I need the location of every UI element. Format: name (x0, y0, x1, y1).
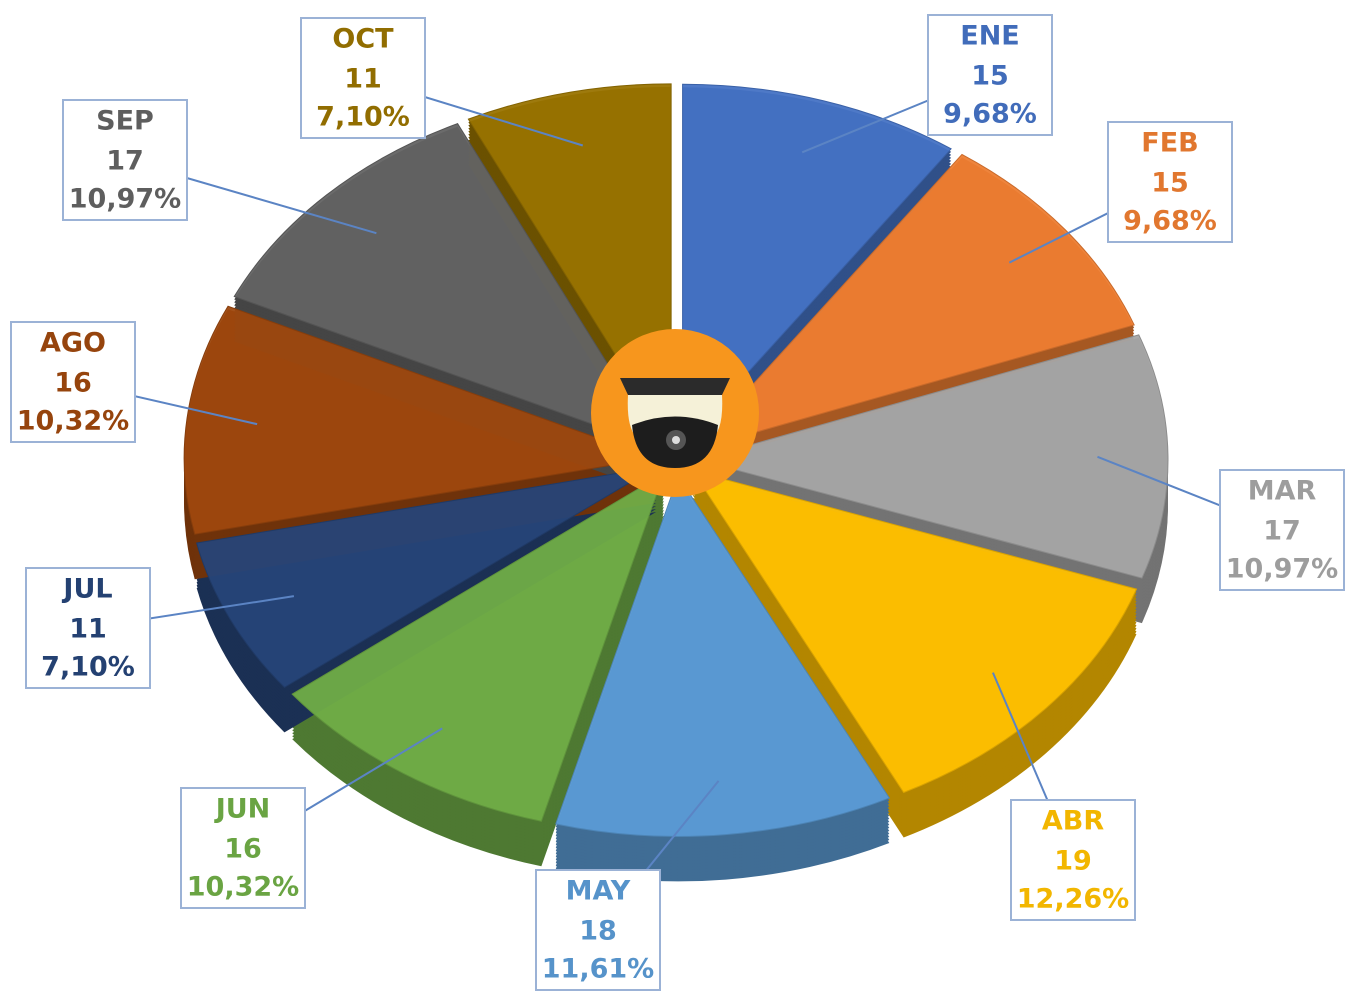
label-box (1010, 799, 1136, 921)
category-label: ENE (960, 21, 1019, 52)
count-label: 15 (1151, 168, 1189, 199)
count-label: 19 (1054, 846, 1092, 877)
category-label: JUN (214, 794, 271, 825)
category-label: OCT (332, 24, 394, 55)
slice (291, 472, 665, 822)
percent-label: 12,26% (1017, 884, 1129, 915)
slice (183, 305, 657, 535)
count-label: 17 (1263, 516, 1301, 547)
slice (691, 153, 1135, 451)
percent-label: 7,10% (41, 652, 135, 683)
label-box (1107, 121, 1233, 243)
count-label: 16 (54, 368, 92, 399)
category-label: FEB (1141, 128, 1198, 159)
count-label: 11 (344, 64, 382, 95)
label-box (535, 869, 661, 991)
count-label: 16 (224, 834, 262, 865)
labels: ENE 15 9,68% FEB 15 9,68% MAR 17 10,97% ABR 19 12,2… (10, 14, 1345, 991)
count-label: 15 (971, 61, 1009, 92)
label-box (10, 321, 136, 443)
count-label: 17 (106, 146, 144, 177)
label-box (180, 787, 306, 909)
category-label: SEP (96, 106, 154, 137)
slice (691, 470, 1138, 794)
icon-lens-glint (672, 436, 680, 444)
category-label: JUL (61, 574, 112, 605)
category-label: MAR (1248, 476, 1317, 507)
slice (696, 334, 1169, 579)
slice (196, 466, 657, 688)
slice (682, 83, 952, 446)
category-label: MAY (566, 876, 631, 907)
slice (233, 123, 662, 450)
label-box (927, 14, 1053, 136)
percent-label: 9,68% (1123, 206, 1217, 237)
icon-mount (620, 378, 730, 395)
category-label: ABR (1042, 806, 1104, 837)
label-box (300, 17, 426, 139)
percent-label: 11,61% (542, 954, 654, 985)
percent-label: 10,32% (17, 406, 129, 437)
label-box (1219, 469, 1345, 591)
count-label: 18 (579, 916, 617, 947)
label-box (62, 99, 188, 221)
center-icon (591, 329, 759, 497)
percent-label: 7,10% (316, 102, 410, 133)
percent-label: 10,97% (69, 184, 181, 215)
count-label: 11 (69, 614, 107, 645)
percent-label: 10,32% (187, 872, 299, 903)
slice (555, 475, 891, 837)
percent-label: 9,68% (943, 99, 1037, 130)
percent-label: 10,97% (1226, 554, 1338, 585)
label-box (25, 567, 151, 689)
category-label: AGO (40, 328, 106, 359)
